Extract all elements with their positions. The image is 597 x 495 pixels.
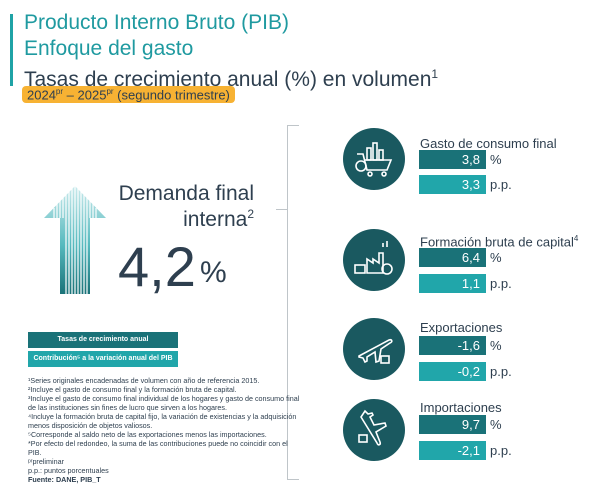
period-start-sup: pr <box>55 87 64 96</box>
header-accent-bar <box>10 14 13 86</box>
heading-text: Tasas de crecimiento anual (%) en volume… <box>24 68 432 91</box>
growth-unit: % <box>490 152 502 167</box>
component-title-text: Gasto de consumo final <box>420 136 557 151</box>
contribution-unit: p.p. <box>490 276 512 291</box>
growth-value-box: 3,8 <box>419 150 486 169</box>
contribution-value-box: -0,2 <box>419 362 486 381</box>
factory-money-icon <box>343 229 405 291</box>
airplane-import-icon <box>343 399 405 461</box>
component-title-text: Formación bruta de capital <box>420 234 574 250</box>
component-title: Importaciones <box>420 400 502 415</box>
demanda-label-line1: Demanda final <box>118 182 254 205</box>
page-title: Producto Interno Bruto (PIB) <box>24 11 289 34</box>
growth-value-box: 6,4 <box>419 248 486 267</box>
demanda-label-line2: interna <box>183 208 248 231</box>
demanda-value: 4,2 <box>118 235 196 298</box>
shopping-cart-icon <box>343 128 405 190</box>
contribution-unit: p.p. <box>490 443 512 458</box>
contribution-unit: p.p. <box>490 177 512 192</box>
period-start: 2024 <box>27 87 56 103</box>
component-footnote-ref: 4 <box>573 234 579 243</box>
period-separator: – <box>63 87 78 103</box>
legend-contribution: Contribución⁵ a la variación anual del P… <box>28 351 178 367</box>
heading-footnote-ref: 1 <box>431 67 439 81</box>
growth-unit: % <box>490 338 502 353</box>
contribution-value-box: 3,3 <box>419 175 486 194</box>
period-end: 2025 <box>77 87 107 103</box>
footnote: ᵖʳpreliminar <box>28 457 64 466</box>
footnote: *Por efecto del redondeo, la suma de las… <box>28 439 288 457</box>
source-note: Fuente: DANE, PIB_T <box>28 475 101 484</box>
demanda-unit: % <box>200 256 227 289</box>
footnote: ⁵Corresponde al saldo neto de las export… <box>28 430 267 439</box>
footnote: ³Incluye el gasto de consumo final indiv… <box>28 394 300 412</box>
bracket-divider <box>287 125 299 480</box>
growth-value-box: 9,7 <box>419 415 486 434</box>
page-subtitle: Enfoque del gasto <box>24 37 194 60</box>
demanda-footnote-ref: 2 <box>247 207 254 221</box>
contribution-unit: p.p. <box>490 364 512 379</box>
component-title: Exportaciones <box>420 320 502 335</box>
footnote: p.p.: puntos porcentuales <box>28 466 109 475</box>
demanda-final-label: Demanda final interna2 <box>112 183 254 230</box>
growth-unit: % <box>490 417 502 432</box>
component-title-text: Importaciones <box>420 400 502 415</box>
component-title: Formación bruta de capital4 <box>420 234 578 249</box>
footnote: ²Incluye el gasto de consumo final y la … <box>28 385 237 394</box>
component-title: Gasto de consumo final <box>420 136 557 151</box>
footnote: ¹Series originales encadenadas de volume… <box>28 376 260 385</box>
footnotes: ¹Series originales encadenadas de volume… <box>28 376 303 484</box>
component-title-text: Exportaciones <box>420 320 503 335</box>
period-suffix: (segundo trimestre) <box>113 87 230 103</box>
period-end-sup: pr <box>106 87 114 96</box>
growth-unit: % <box>490 250 502 265</box>
up-arrow-icon <box>44 186 106 294</box>
contribution-value-box: -2,1 <box>419 441 486 460</box>
growth-value-box: -1,6 <box>419 336 486 355</box>
contribution-value-box: 1,1 <box>419 274 486 293</box>
footnote: ⁴Incluye la formación bruta de capital f… <box>28 412 297 430</box>
bracket-tick <box>276 209 288 210</box>
page-heading: Tasas de crecimiento anual (%) en volume… <box>24 63 438 91</box>
period-badge: 2024pr – 2025pr (segundo trimestre) <box>22 86 235 104</box>
airplane-export-icon <box>343 318 405 380</box>
legend-growth: Tasas de crecimiento anual <box>28 332 178 348</box>
